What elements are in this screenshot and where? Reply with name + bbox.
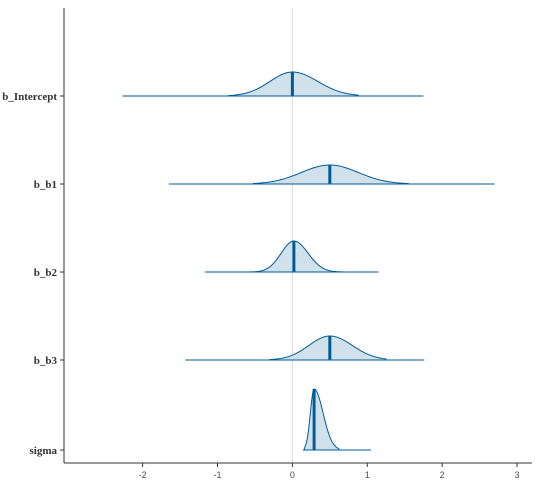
x-axis-ticks: -2 -1 0 1 2 3 [139, 463, 520, 480]
y-tick-label-b_b3: b_b3 [34, 355, 58, 367]
x-tick-label--1: -1 [213, 470, 221, 480]
density-b_b2 [238, 240, 344, 273]
x-tick-label-3: 3 [515, 470, 520, 480]
ridges-group [122, 71, 495, 451]
density-b_b3 [269, 335, 387, 361]
x-tick-label-0: 0 [290, 470, 295, 480]
x-tick-label-1: 1 [365, 470, 370, 480]
ridge-sigma [302, 388, 372, 451]
ridge-b_b3 [185, 335, 425, 361]
ridge-b_b1 [168, 164, 495, 185]
y-tick-label-sigma: sigma [30, 445, 58, 457]
x-tick-label-2: 2 [440, 470, 445, 480]
y-tick-label-b_b2: b_b2 [34, 267, 58, 279]
y-tick-label-b_Intercept: b_Intercept [2, 91, 57, 103]
ridge-b_b2 [204, 240, 379, 273]
ridge-b_Intercept [122, 71, 424, 97]
y-tick-label-b_b1: b_b1 [34, 179, 57, 191]
density-sigma [303, 388, 340, 451]
x-tick-label--2: -2 [139, 470, 147, 480]
